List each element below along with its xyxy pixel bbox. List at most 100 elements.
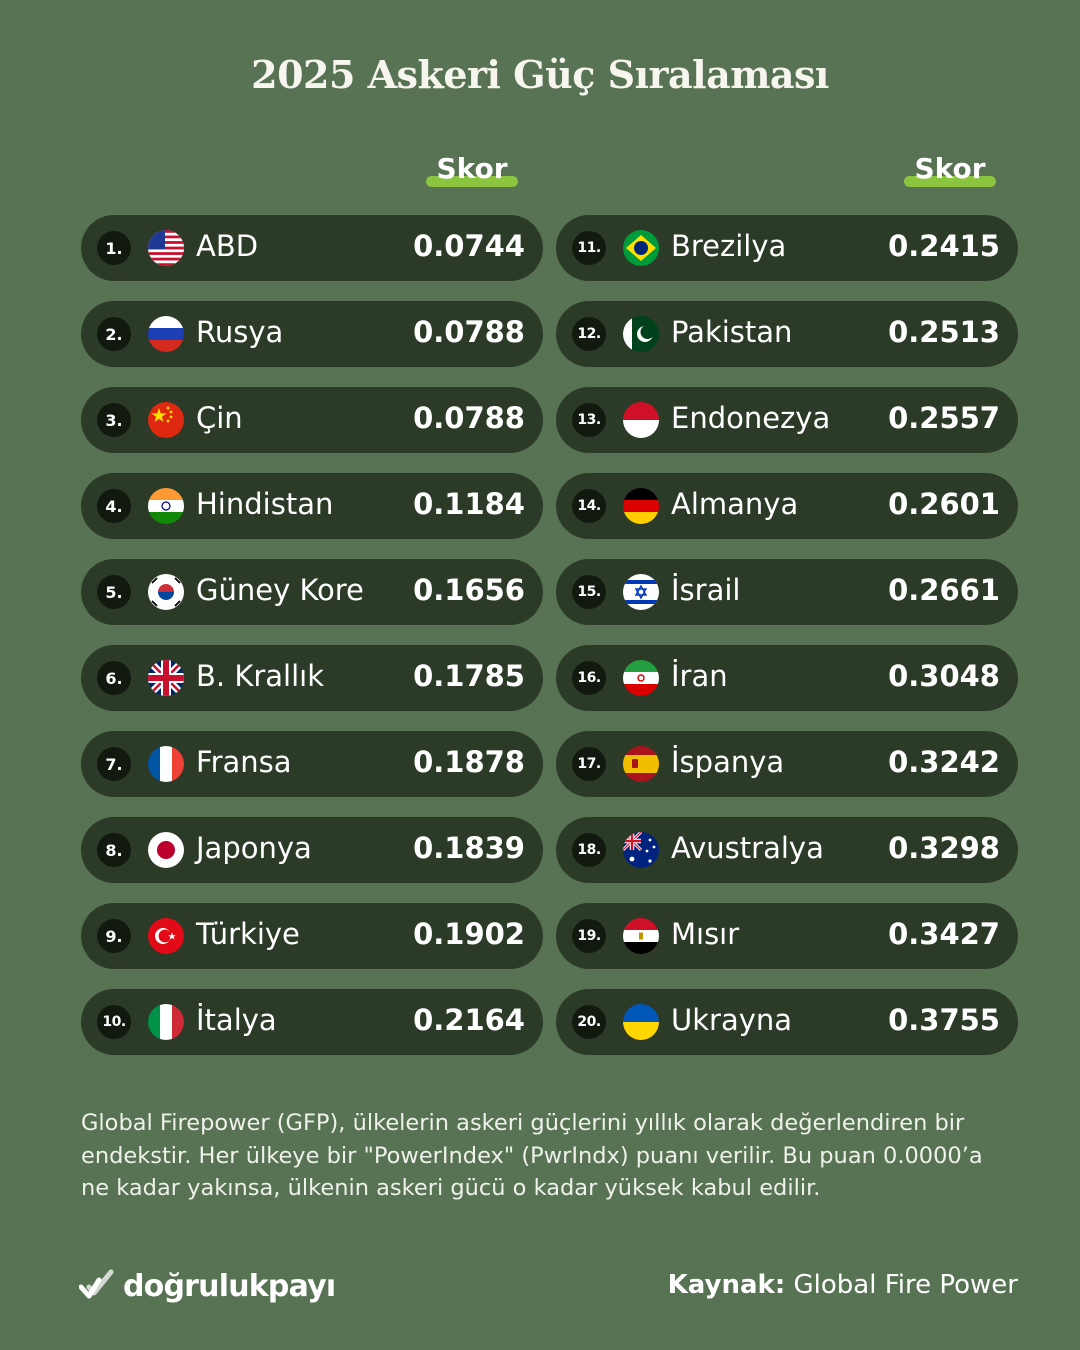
france-flag-icon [148, 746, 184, 782]
rank-badge: 10. [97, 1005, 131, 1039]
country-name: Mısır [671, 917, 740, 951]
rank-badge: 7. [97, 747, 131, 781]
ranking-row: 9. Türkiye 0.1902 [81, 903, 543, 969]
ranking-row: 10. İtalya 0.2164 [81, 989, 543, 1055]
rank-badge: 18. [572, 833, 606, 867]
country-name: İtalya [196, 1003, 277, 1037]
score-value: 0.3427 [888, 917, 1000, 951]
country-name: Güney Kore [196, 573, 364, 607]
rank-badge: 16. [572, 661, 606, 695]
rank-badge: 3. [97, 403, 131, 437]
egypt-flag-icon [623, 918, 659, 954]
score-value: 0.1878 [413, 745, 525, 779]
score-value: 0.3242 [888, 745, 1000, 779]
italy-flag-icon [148, 1004, 184, 1040]
rank-badge: 13. [572, 403, 606, 437]
ranking-row: 5. Güney Kore 0.1656 [81, 559, 543, 625]
ranking-row: 3. Çin 0.0788 [81, 387, 543, 453]
country-name: Endonezya [671, 401, 831, 435]
south-korea-flag-icon [148, 574, 184, 610]
ranking-row: 17. İspanya 0.3242 [556, 731, 1018, 797]
score-value: 0.2164 [413, 1003, 525, 1037]
score-value: 0.1785 [413, 659, 525, 693]
country-name: İran [671, 659, 728, 693]
ranking-column-left: 1. ABD 0.0744 2. Rusya 0.0788 3. Çin 0.0788 4. Hin… [81, 215, 543, 1075]
score-header-underline [426, 176, 518, 187]
methodology-note: Global Firepower (GFP), ülkelerin askeri… [81, 1110, 983, 1201]
score-value: 0.0788 [413, 401, 525, 435]
india-flag-icon [148, 488, 184, 524]
source-value: Global Fire Power [793, 1270, 1018, 1300]
score-value: 0.2557 [888, 401, 1000, 435]
rank-badge: 6. [97, 661, 131, 695]
ranking-row: 15. İsrail 0.2661 [556, 559, 1018, 625]
spain-flag-icon [623, 746, 659, 782]
ranking-row: 6. B. Krallık 0.1785 [81, 645, 543, 711]
ranking-row: 20. Ukrayna 0.3755 [556, 989, 1018, 1055]
ranking-row: 1. ABD 0.0744 [81, 215, 543, 281]
ranking-row: 4. Hindistan 0.1184 [81, 473, 543, 539]
check-mark-logo-icon [79, 1269, 114, 1299]
rank-badge: 5. [97, 575, 131, 609]
australia-flag-icon [623, 832, 659, 868]
country-name: Japonya [196, 831, 312, 865]
score-value: 0.2415 [888, 229, 1000, 263]
score-value: 0.2601 [888, 487, 1000, 521]
score-value: 0.1839 [413, 831, 525, 865]
country-name: Türkiye [196, 917, 300, 951]
brazil-flag-icon [623, 230, 659, 266]
ukraine-flag-icon [623, 1004, 659, 1040]
country-name: Brezilya [671, 229, 787, 263]
brand-name: doğrulukpayı [123, 1268, 336, 1304]
country-name: Hindistan [196, 487, 334, 521]
iran-flag-icon [623, 660, 659, 696]
score-header-underline [904, 176, 996, 187]
rank-badge: 4. [97, 489, 131, 523]
uk-flag-icon [148, 660, 184, 696]
country-name: İspanya [671, 745, 785, 779]
source-label: Kaynak: [667, 1270, 786, 1300]
country-name: Avustralya [671, 831, 824, 865]
rank-badge: 11. [572, 231, 606, 265]
rank-badge: 19. [572, 919, 606, 953]
rank-badge: 8. [97, 833, 131, 867]
rank-badge: 15. [572, 575, 606, 609]
score-header-right: Skor [890, 152, 1010, 187]
rank-badge: 2. [97, 317, 131, 351]
score-value: 0.0788 [413, 315, 525, 349]
country-name: Ukrayna [671, 1003, 793, 1037]
indonesia-flag-icon [623, 402, 659, 438]
ranking-row: 8. Japonya 0.1839 [81, 817, 543, 883]
score-value: 0.1656 [413, 573, 525, 607]
score-header-left: Skor [412, 152, 532, 187]
rank-badge: 17. [572, 747, 606, 781]
ranking-row: 11. Brezilya 0.2415 [556, 215, 1018, 281]
country-name: Fransa [196, 745, 292, 779]
rank-badge: 14. [572, 489, 606, 523]
country-name: ABD [196, 229, 259, 263]
country-name: Çin [196, 401, 243, 435]
country-name: Almanya [671, 487, 799, 521]
country-name: Pakistan [671, 315, 793, 349]
ranking-row: 19. Mısır 0.3427 [556, 903, 1018, 969]
score-value: 0.0744 [413, 229, 525, 263]
score-value: 0.3048 [888, 659, 1000, 693]
score-value: 0.1184 [413, 487, 525, 521]
page-title: 2025 Askeri Güç Sıralaması [251, 52, 829, 97]
usa-flag-icon [148, 230, 184, 266]
score-value: 0.2513 [888, 315, 1000, 349]
score-value: 0.3298 [888, 831, 1000, 865]
brand-logo: doğrulukpayı [79, 1264, 336, 1308]
ranking-row: 13. Endonezya 0.2557 [556, 387, 1018, 453]
score-value: 0.1902 [413, 917, 525, 951]
ranking-row: 12. Pakistan 0.2513 [556, 301, 1018, 367]
japan-flag-icon [148, 832, 184, 868]
ranking-row: 16. İran 0.3048 [556, 645, 1018, 711]
ranking-column-right: 11. Brezilya 0.2415 12. Pakistan 0.2513 13. End… [556, 215, 1018, 1075]
ranking-row: 2. Rusya 0.0788 [81, 301, 543, 367]
score-value: 0.2661 [888, 573, 1000, 607]
ranking-row: 18. Avustralya 0.3298 [556, 817, 1018, 883]
rank-badge: 1. [97, 231, 131, 265]
rank-badge: 9. [97, 919, 131, 953]
country-name: Rusya [196, 315, 284, 349]
